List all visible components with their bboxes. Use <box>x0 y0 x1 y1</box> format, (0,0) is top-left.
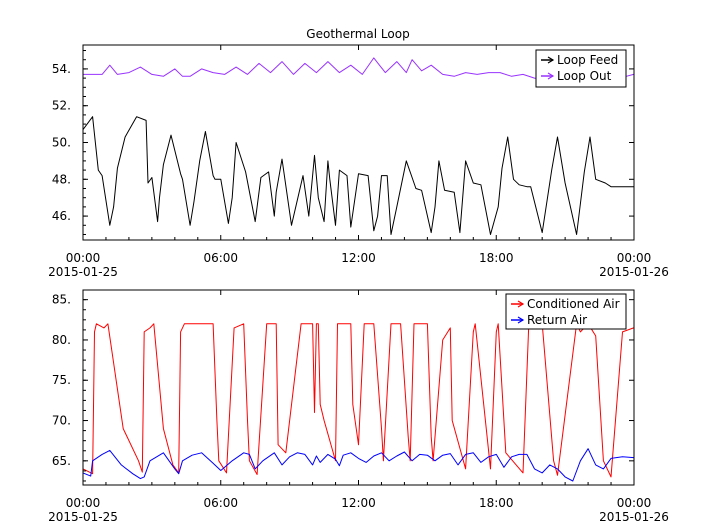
x-tick-date-label: 2015-01-26 <box>599 265 669 279</box>
legend-swatch-marker <box>547 56 555 64</box>
legend-label: Loop Feed <box>557 53 618 67</box>
x-tick-label: 06:00 <box>203 251 238 265</box>
legend-swatch-marker <box>547 72 555 80</box>
x-tick-label: 00:00 <box>66 496 101 510</box>
legend-label: Return Air <box>527 313 587 327</box>
legend-box <box>505 293 627 330</box>
x-tick-label: 12:00 <box>341 496 376 510</box>
y-tick-label: 80. <box>52 333 71 347</box>
y-tick-label: 75. <box>52 373 71 387</box>
x-tick-date-label: 2015-01-25 <box>48 265 118 279</box>
x-tick-label: 06:00 <box>203 496 238 510</box>
x-tick-label: 00:00 <box>617 251 652 265</box>
y-tick-label: 52. <box>52 99 71 113</box>
x-tick-label: 00:00 <box>617 496 652 510</box>
y-tick-label: 70. <box>52 414 71 428</box>
legend: Conditioned Air Return Air <box>505 293 627 330</box>
x-tick-date-label: 2015-01-26 <box>599 510 669 524</box>
series-line-2 <box>82 448 634 482</box>
y-axis-ticks: 46. 48. 50. 52. 54. <box>52 50 634 235</box>
chart-title: Geothermal Loop <box>306 27 409 41</box>
y-tick-label: 50. <box>52 136 71 150</box>
y-tick-label: 54. <box>52 62 71 76</box>
legend-box <box>535 49 627 88</box>
series-line-1 <box>82 323 634 478</box>
legend-swatch-marker <box>517 316 525 324</box>
x-tick-label: 12:00 <box>341 251 376 265</box>
x-tick-label: 00:00 <box>66 251 101 265</box>
y-tick-label: 46. <box>52 209 71 223</box>
series-line-1 <box>82 116 634 235</box>
legend-swatch-marker <box>517 300 525 308</box>
y-axis-ticks: 65. 70. 75. 80. 85. <box>52 293 634 482</box>
y-tick-label: 85. <box>52 293 71 307</box>
y-tick-label: 48. <box>52 172 71 186</box>
x-tick-label: 18:00 <box>479 496 514 510</box>
legend: Loop Feed Loop Out <box>535 49 627 88</box>
x-tick-label: 18:00 <box>479 251 514 265</box>
series-lines <box>82 323 634 482</box>
legend-label: Conditioned Air <box>527 297 620 311</box>
legend-label: Loop Out <box>557 69 612 83</box>
y-tick-label: 65. <box>52 454 71 468</box>
x-tick-date-label: 2015-01-25 <box>48 510 118 524</box>
